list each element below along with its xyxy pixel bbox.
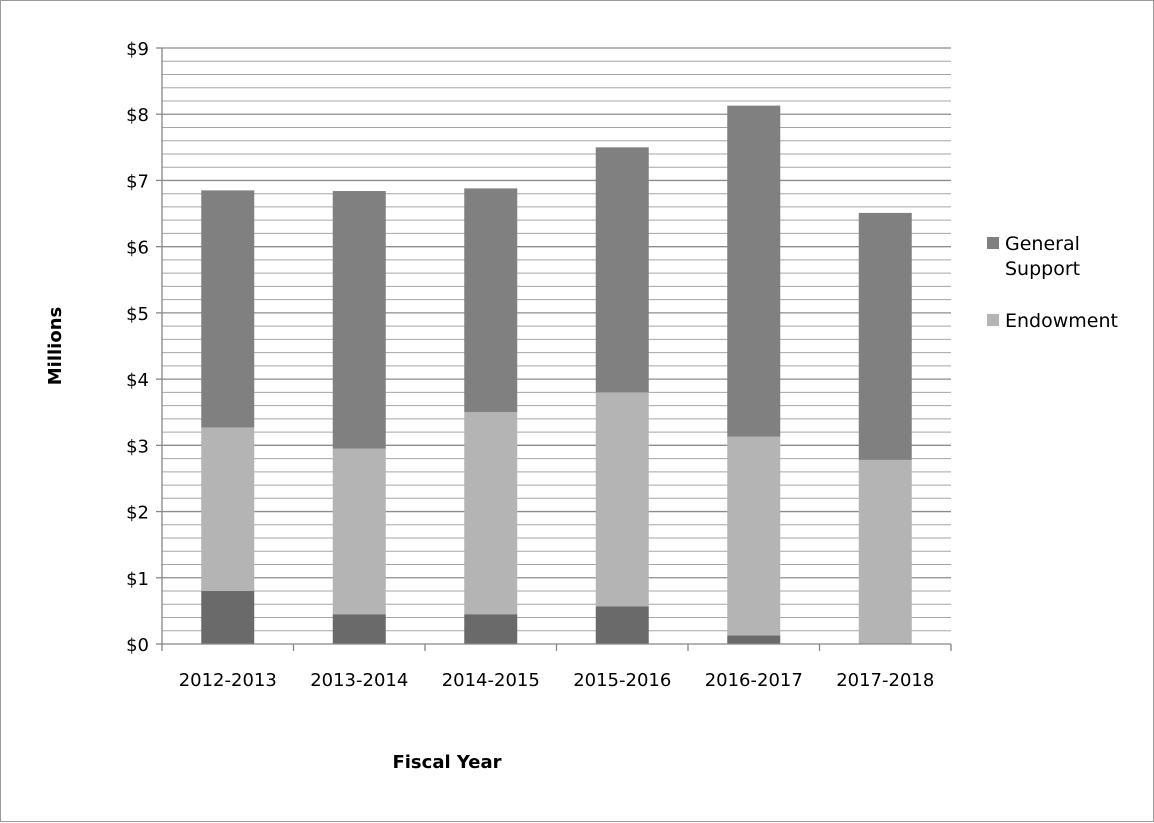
bar-base-2013-2014	[332, 614, 386, 644]
legend-label-general: General	[1005, 233, 1080, 255]
y-tick-label: $6	[126, 238, 149, 259]
x-tick-labels: 2012-2013 2013-2014 2014-2015 2015-2016 2016…	[179, 670, 935, 691]
y-axis-title: Millions	[45, 307, 66, 386]
x-tick-label: 2015-2016	[573, 670, 671, 691]
x-tick-label: 2012-2013	[179, 670, 277, 691]
y-tick-label: $2	[126, 503, 149, 524]
bar-general-2017-2018	[858, 212, 912, 460]
x-tick-label: 2016-2017	[705, 670, 803, 691]
bars	[201, 105, 912, 644]
legend-label-endowment: Endowment	[1005, 310, 1118, 332]
gridlines	[162, 47, 951, 632]
bar-base-2014-2015	[464, 614, 518, 644]
y-tick-label: $9	[126, 39, 149, 60]
legend-swatch-endowment	[987, 314, 999, 326]
bar-general-2013-2014	[332, 191, 386, 449]
legend-label-general: Support	[1005, 258, 1080, 280]
x-tick-label: 2017-2018	[836, 670, 934, 691]
bar-base-2015-2016	[595, 606, 649, 644]
y-tick-label: $7	[126, 171, 149, 192]
bar-endowment-2012-2013	[201, 427, 255, 592]
bar-endowment-2015-2016	[595, 392, 649, 607]
axes	[156, 47, 952, 651]
y-tick-label: $3	[126, 436, 149, 457]
bar-endowment-2017-2018	[858, 459, 912, 644]
y-tick-label: $1	[126, 569, 149, 590]
bar-general-2012-2013	[201, 190, 255, 428]
y-tick-label: $0	[126, 635, 149, 656]
legend: General Support Endowment	[987, 233, 1118, 332]
legend-swatch-general	[987, 237, 999, 249]
bar-endowment-2013-2014	[332, 448, 386, 615]
x-tick-label: 2013-2014	[310, 670, 408, 691]
bar-general-2015-2016	[595, 147, 649, 393]
y-tick-labels: $0 $1 $2 $3 $4 $5 $6 $7 $8 $9	[126, 39, 149, 656]
bar-base-2016-2017	[727, 635, 781, 644]
x-axis-title: Fiscal Year	[392, 752, 501, 773]
bar-base-2012-2013	[201, 591, 255, 644]
bar-endowment-2014-2015	[464, 412, 518, 615]
bar-endowment-2016-2017	[727, 436, 781, 636]
bar-general-2014-2015	[464, 188, 518, 413]
x-tick-label: 2014-2015	[442, 670, 540, 691]
y-tick-label: $8	[126, 105, 149, 126]
y-tick-label: $5	[126, 304, 149, 325]
y-tick-label: $4	[126, 370, 149, 391]
bar-general-2016-2017	[727, 105, 781, 437]
